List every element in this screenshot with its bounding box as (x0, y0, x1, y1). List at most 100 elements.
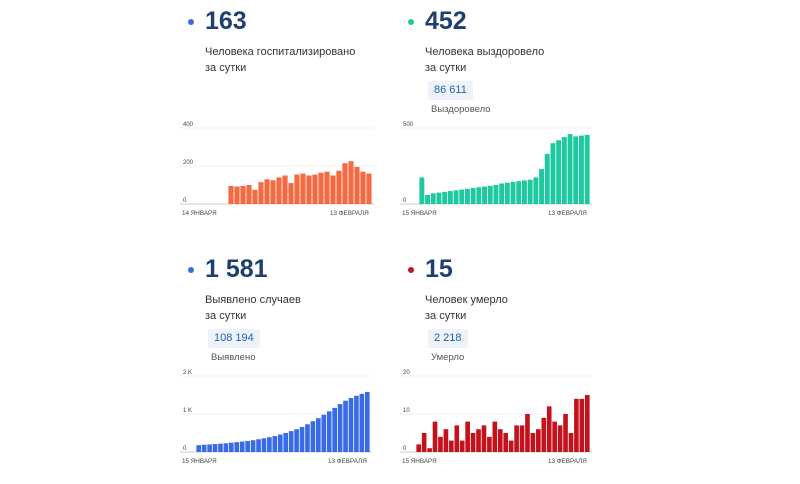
bar (196, 445, 202, 452)
bar (229, 442, 234, 452)
bar (337, 404, 343, 452)
x-tick-label-start: 14 ЯНВАРЯ (182, 210, 217, 217)
bar (449, 440, 454, 452)
bar (201, 444, 207, 452)
bar (557, 425, 563, 452)
bar (310, 421, 316, 452)
bar (324, 171, 330, 204)
bar (245, 440, 250, 452)
bar (326, 411, 332, 452)
bar (272, 436, 278, 452)
recovered-total-label: Выздоровело (431, 104, 491, 115)
bar (552, 421, 557, 452)
panel-header: 452 (408, 6, 638, 36)
bar (568, 433, 574, 452)
y-tick-label: 10 (403, 408, 410, 414)
recovered-total: 86 611 (428, 81, 473, 100)
bar (332, 407, 337, 452)
deaths-chart: 0 10 20 15 ЯНВАРЯ 13 ФЕВРАЛЯ (400, 370, 592, 465)
bar (427, 448, 432, 452)
bar (348, 161, 354, 204)
x-tick-label-end: 13 ФЕВРАЛЯ (328, 458, 367, 465)
bar (234, 442, 240, 452)
recovered-description: Человека выздоровело за сутки (425, 46, 545, 74)
bar (465, 188, 470, 204)
y-tick-label: 200 (183, 160, 194, 166)
bar (561, 137, 567, 204)
bar (567, 134, 573, 204)
bar (416, 444, 422, 452)
bar (239, 441, 245, 452)
deaths-value: 15 (425, 255, 453, 283)
bar (533, 177, 539, 204)
panel-cases: 1 581 Выявлено случаев за сутки 108 194 … (188, 254, 418, 484)
y-tick-label: 0 (403, 198, 407, 204)
panel-header: 15 (408, 254, 638, 284)
bar (584, 395, 590, 452)
bar (443, 429, 449, 452)
cases-description: Выявлено случаев за сутки (205, 294, 301, 322)
bar (316, 418, 321, 452)
bar (527, 179, 533, 204)
bar (207, 444, 212, 452)
bar (584, 134, 590, 204)
bar (354, 166, 360, 204)
bar (421, 433, 427, 452)
bar (342, 163, 348, 204)
bar (459, 189, 465, 204)
y-tick-label: 20 (403, 370, 410, 376)
bullet-dot-icon (188, 19, 194, 25)
bar (516, 181, 522, 204)
bar (579, 135, 584, 204)
bar (252, 189, 258, 204)
y-tick-label: 0 (183, 446, 187, 452)
bar (497, 429, 503, 452)
bar (294, 429, 299, 452)
bar (430, 193, 436, 204)
bar (276, 177, 282, 204)
bar (563, 414, 568, 452)
x-tick-label-end: 13 ФЕВРАЛЯ (548, 210, 587, 217)
bar (330, 175, 336, 204)
bullet-dot-icon (188, 267, 194, 273)
y-tick-label: 0 (183, 198, 187, 204)
deaths-total-label: Умерло (431, 352, 465, 363)
bar (305, 424, 310, 452)
cases-chart: 0 1 K 2 K 15 ЯНВАРЯ 13 ФЕВРАЛЯ (180, 370, 372, 465)
bar (541, 417, 547, 452)
bar (228, 185, 234, 204)
bar (212, 444, 218, 452)
x-tick-label-start: 15 ЯНВАРЯ (402, 458, 437, 465)
bar (343, 400, 348, 452)
bar (223, 443, 229, 452)
y-tick-label: 400 (183, 122, 194, 128)
bar (453, 190, 459, 204)
bar (283, 433, 289, 452)
bar (447, 191, 453, 204)
hospitalized-description: Человека госпитализировано за сутки (205, 46, 356, 74)
bar (493, 185, 499, 204)
cases-total-label: Выявлено (211, 352, 256, 363)
bar (519, 425, 525, 452)
bar (364, 391, 370, 452)
bar (366, 173, 372, 204)
bar (312, 174, 318, 204)
bar (470, 433, 476, 452)
bar (508, 440, 514, 452)
bar (321, 414, 327, 452)
bar (504, 182, 510, 204)
bar (459, 440, 465, 452)
panel-hospitalized: 163 Человека госпитализировано за сутки (188, 6, 418, 236)
recovered-chart: 0 500 15 ЯНВАРЯ 13 ФЕВРАЛЯ (400, 122, 592, 217)
y-tick-label: 2 K (183, 370, 192, 376)
bar (522, 180, 527, 204)
bar (294, 174, 300, 204)
bar (360, 171, 366, 204)
bar (306, 175, 312, 204)
x-tick-label-end: 13 ФЕВРАЛЯ (548, 458, 587, 465)
bar (432, 421, 438, 452)
x-tick-label-start: 15 ЯНВАРЯ (182, 458, 217, 465)
bar (240, 185, 246, 204)
bar (246, 185, 252, 204)
bar (481, 425, 487, 452)
